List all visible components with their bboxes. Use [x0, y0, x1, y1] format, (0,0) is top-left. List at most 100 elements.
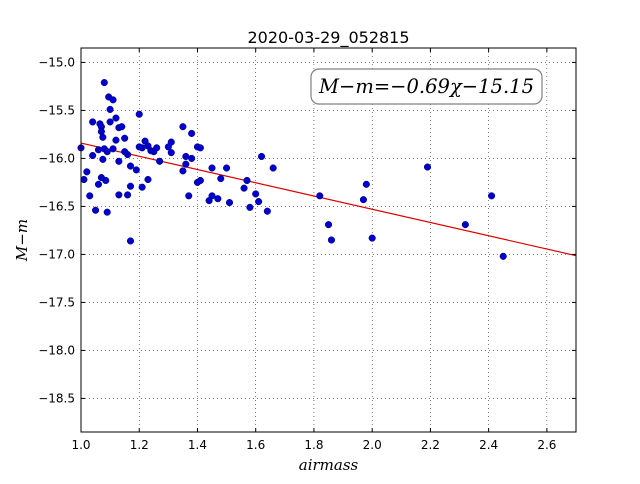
data-point [327, 236, 335, 244]
data-point [94, 180, 103, 188]
data-point [94, 146, 103, 154]
x-tick-label: 1.8 [304, 438, 323, 452]
data-point [179, 123, 187, 131]
data-point [112, 136, 120, 144]
data-point [246, 203, 254, 211]
data-point [269, 164, 277, 172]
data-point [102, 176, 110, 185]
x-tick-label: 2.6 [537, 438, 556, 452]
chart-title: 2020-03-29_052815 [247, 28, 409, 48]
x-tick-label: 2.2 [421, 438, 440, 452]
data-point [92, 206, 100, 214]
x-tick-label: 1.4 [188, 438, 207, 452]
data-point [89, 118, 97, 126]
data-point [188, 154, 196, 162]
x-tick-label: 1.2 [130, 438, 149, 452]
data-point [182, 160, 190, 168]
data-point [115, 157, 123, 165]
data-point [368, 234, 376, 242]
data-point [240, 184, 248, 192]
data-point [135, 110, 143, 118]
data-point [144, 175, 152, 184]
data-point [103, 148, 111, 156]
data-point [243, 176, 251, 185]
y-tick-label: −15.0 [38, 55, 75, 69]
y-tick-label: −17.0 [38, 247, 75, 261]
y-axis-label: M−m [13, 219, 31, 262]
data-point [118, 123, 126, 131]
data-point [115, 191, 123, 199]
data-point [359, 196, 367, 204]
y-tick-label: −18.5 [38, 391, 75, 405]
data-point [217, 175, 225, 183]
axis-ticks: 1.0 1.2 1.4 1.6 1.8 2.0 2.2 2.4 2.6 −15.0 −15.5 −16… [38, 48, 576, 452]
data-point [423, 163, 432, 171]
annotation-text: M−m=−0.69χ−15.15 [318, 74, 534, 98]
data-point [263, 207, 271, 215]
data-point [255, 198, 263, 206]
data-point [188, 129, 196, 137]
data-point [156, 157, 164, 165]
data-point [126, 237, 135, 245]
data-point [121, 134, 129, 142]
data-point [80, 175, 88, 184]
data-point [97, 127, 105, 136]
data-point [106, 105, 114, 113]
data-point [208, 192, 216, 200]
data-point [488, 192, 496, 200]
data-point [185, 192, 193, 200]
data-point [362, 180, 370, 188]
data-point [100, 79, 108, 87]
y-tick-label: −16.0 [38, 151, 75, 165]
data-point [179, 167, 187, 175]
data-point [89, 151, 97, 160]
y-tick-label: −17.5 [38, 295, 75, 309]
data-point [109, 145, 117, 153]
data-point [324, 221, 333, 229]
data-point [316, 192, 324, 200]
data-point [196, 176, 204, 185]
x-axis-label: airmass [299, 456, 359, 474]
fit-line-layer [80, 142, 577, 257]
fit-equation-annotation: M−m=−0.69χ−15.15 [310, 68, 543, 105]
data-point [499, 252, 507, 260]
x-tick-label: 2.0 [363, 438, 382, 452]
data-point [103, 208, 111, 216]
data-point [461, 221, 469, 229]
data-point [223, 164, 231, 172]
data-point [225, 199, 234, 207]
data-point [153, 144, 161, 152]
data-point [257, 152, 266, 161]
data-point [126, 182, 135, 190]
data-point [167, 138, 175, 146]
data-point [214, 195, 222, 203]
x-tick-label: 1.0 [71, 438, 90, 452]
data-point [208, 164, 216, 172]
data-point [124, 151, 132, 159]
data-point [252, 190, 260, 198]
data-point [126, 162, 135, 170]
data-point [99, 133, 107, 141]
y-tick-label: −16.5 [38, 199, 75, 213]
data-point [138, 183, 146, 191]
data-point [99, 155, 107, 163]
data-point [167, 149, 175, 157]
annotation-box [310, 68, 543, 105]
data-point [86, 192, 94, 200]
data-point [83, 168, 91, 176]
data-points [77, 79, 507, 260]
data-point [196, 144, 204, 152]
data-point [106, 118, 114, 126]
data-point [124, 191, 132, 199]
x-tick-label: 1.6 [246, 438, 265, 452]
data-point [109, 96, 117, 104]
y-tick-label: −15.5 [38, 103, 75, 117]
data-point [132, 166, 140, 174]
fit-line [80, 142, 577, 257]
y-tick-label: −18.0 [38, 343, 75, 357]
x-tick-label: 2.4 [479, 438, 498, 452]
plot-frame [80, 47, 577, 433]
data-point [112, 114, 120, 122]
